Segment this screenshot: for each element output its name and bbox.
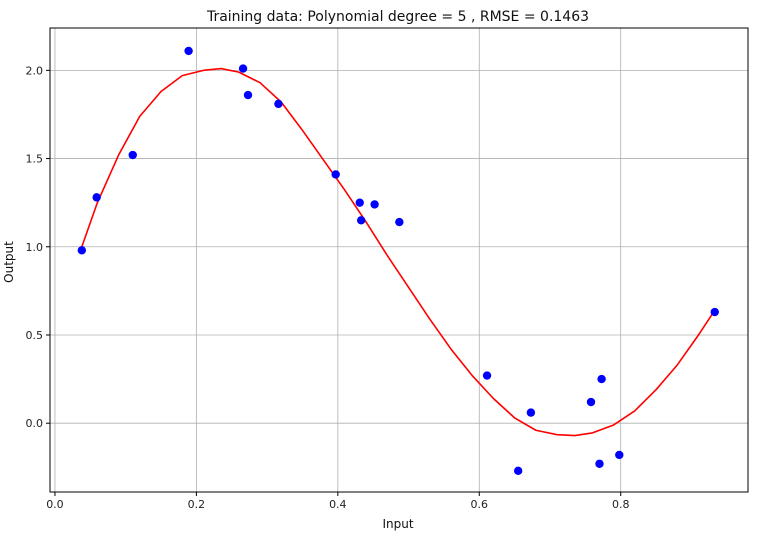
grid: [50, 28, 748, 492]
y-tick-label: 1.5: [26, 153, 44, 166]
y-tick-label: 2.0: [26, 64, 44, 77]
data-point: [615, 450, 624, 460]
data-point: [184, 46, 193, 56]
data-point: [586, 397, 596, 407]
x-tick-label: 0.6: [471, 498, 489, 511]
data-point: [331, 170, 340, 179]
x-axis-ticks: 0.0 0.2 0.4 0.6 0.8: [46, 492, 629, 511]
y-tick-label: 1.0: [26, 241, 44, 254]
x-axis-label: Input: [382, 517, 413, 531]
data-point: [274, 99, 283, 109]
x-tick-label: 0.8: [612, 498, 630, 511]
plot-area: [77, 46, 719, 476]
y-tick-label: 0.0: [26, 417, 44, 430]
data-point: [595, 459, 604, 468]
data-point: [526, 408, 536, 417]
y-axis-label: Output: [2, 241, 16, 283]
data-point: [395, 217, 404, 227]
fit-curve: [81, 67, 716, 437]
data-point: [710, 307, 719, 317]
data-point: [243, 90, 253, 100]
data-point: [513, 466, 523, 476]
data-point: [356, 216, 366, 225]
x-tick-label: 0.0: [46, 498, 64, 511]
data-point: [482, 371, 492, 380]
data-point: [77, 246, 87, 255]
chart-title: Training data: Polynomial degree = 5 , R…: [206, 9, 589, 25]
data-point: [92, 193, 101, 202]
data-point: [128, 150, 137, 160]
x-tick-label: 0.2: [188, 498, 206, 511]
y-tick-label: 0.5: [26, 329, 44, 342]
data-point: [355, 198, 364, 207]
data-point: [370, 200, 379, 209]
data-point: [597, 374, 606, 384]
axes-frame: [49, 27, 749, 493]
y-axis-ticks: 0.0 0.5 1.0 1.5 2.0: [26, 64, 50, 430]
data-point: [238, 64, 248, 73]
x-tick-label: 0.4: [329, 498, 347, 511]
